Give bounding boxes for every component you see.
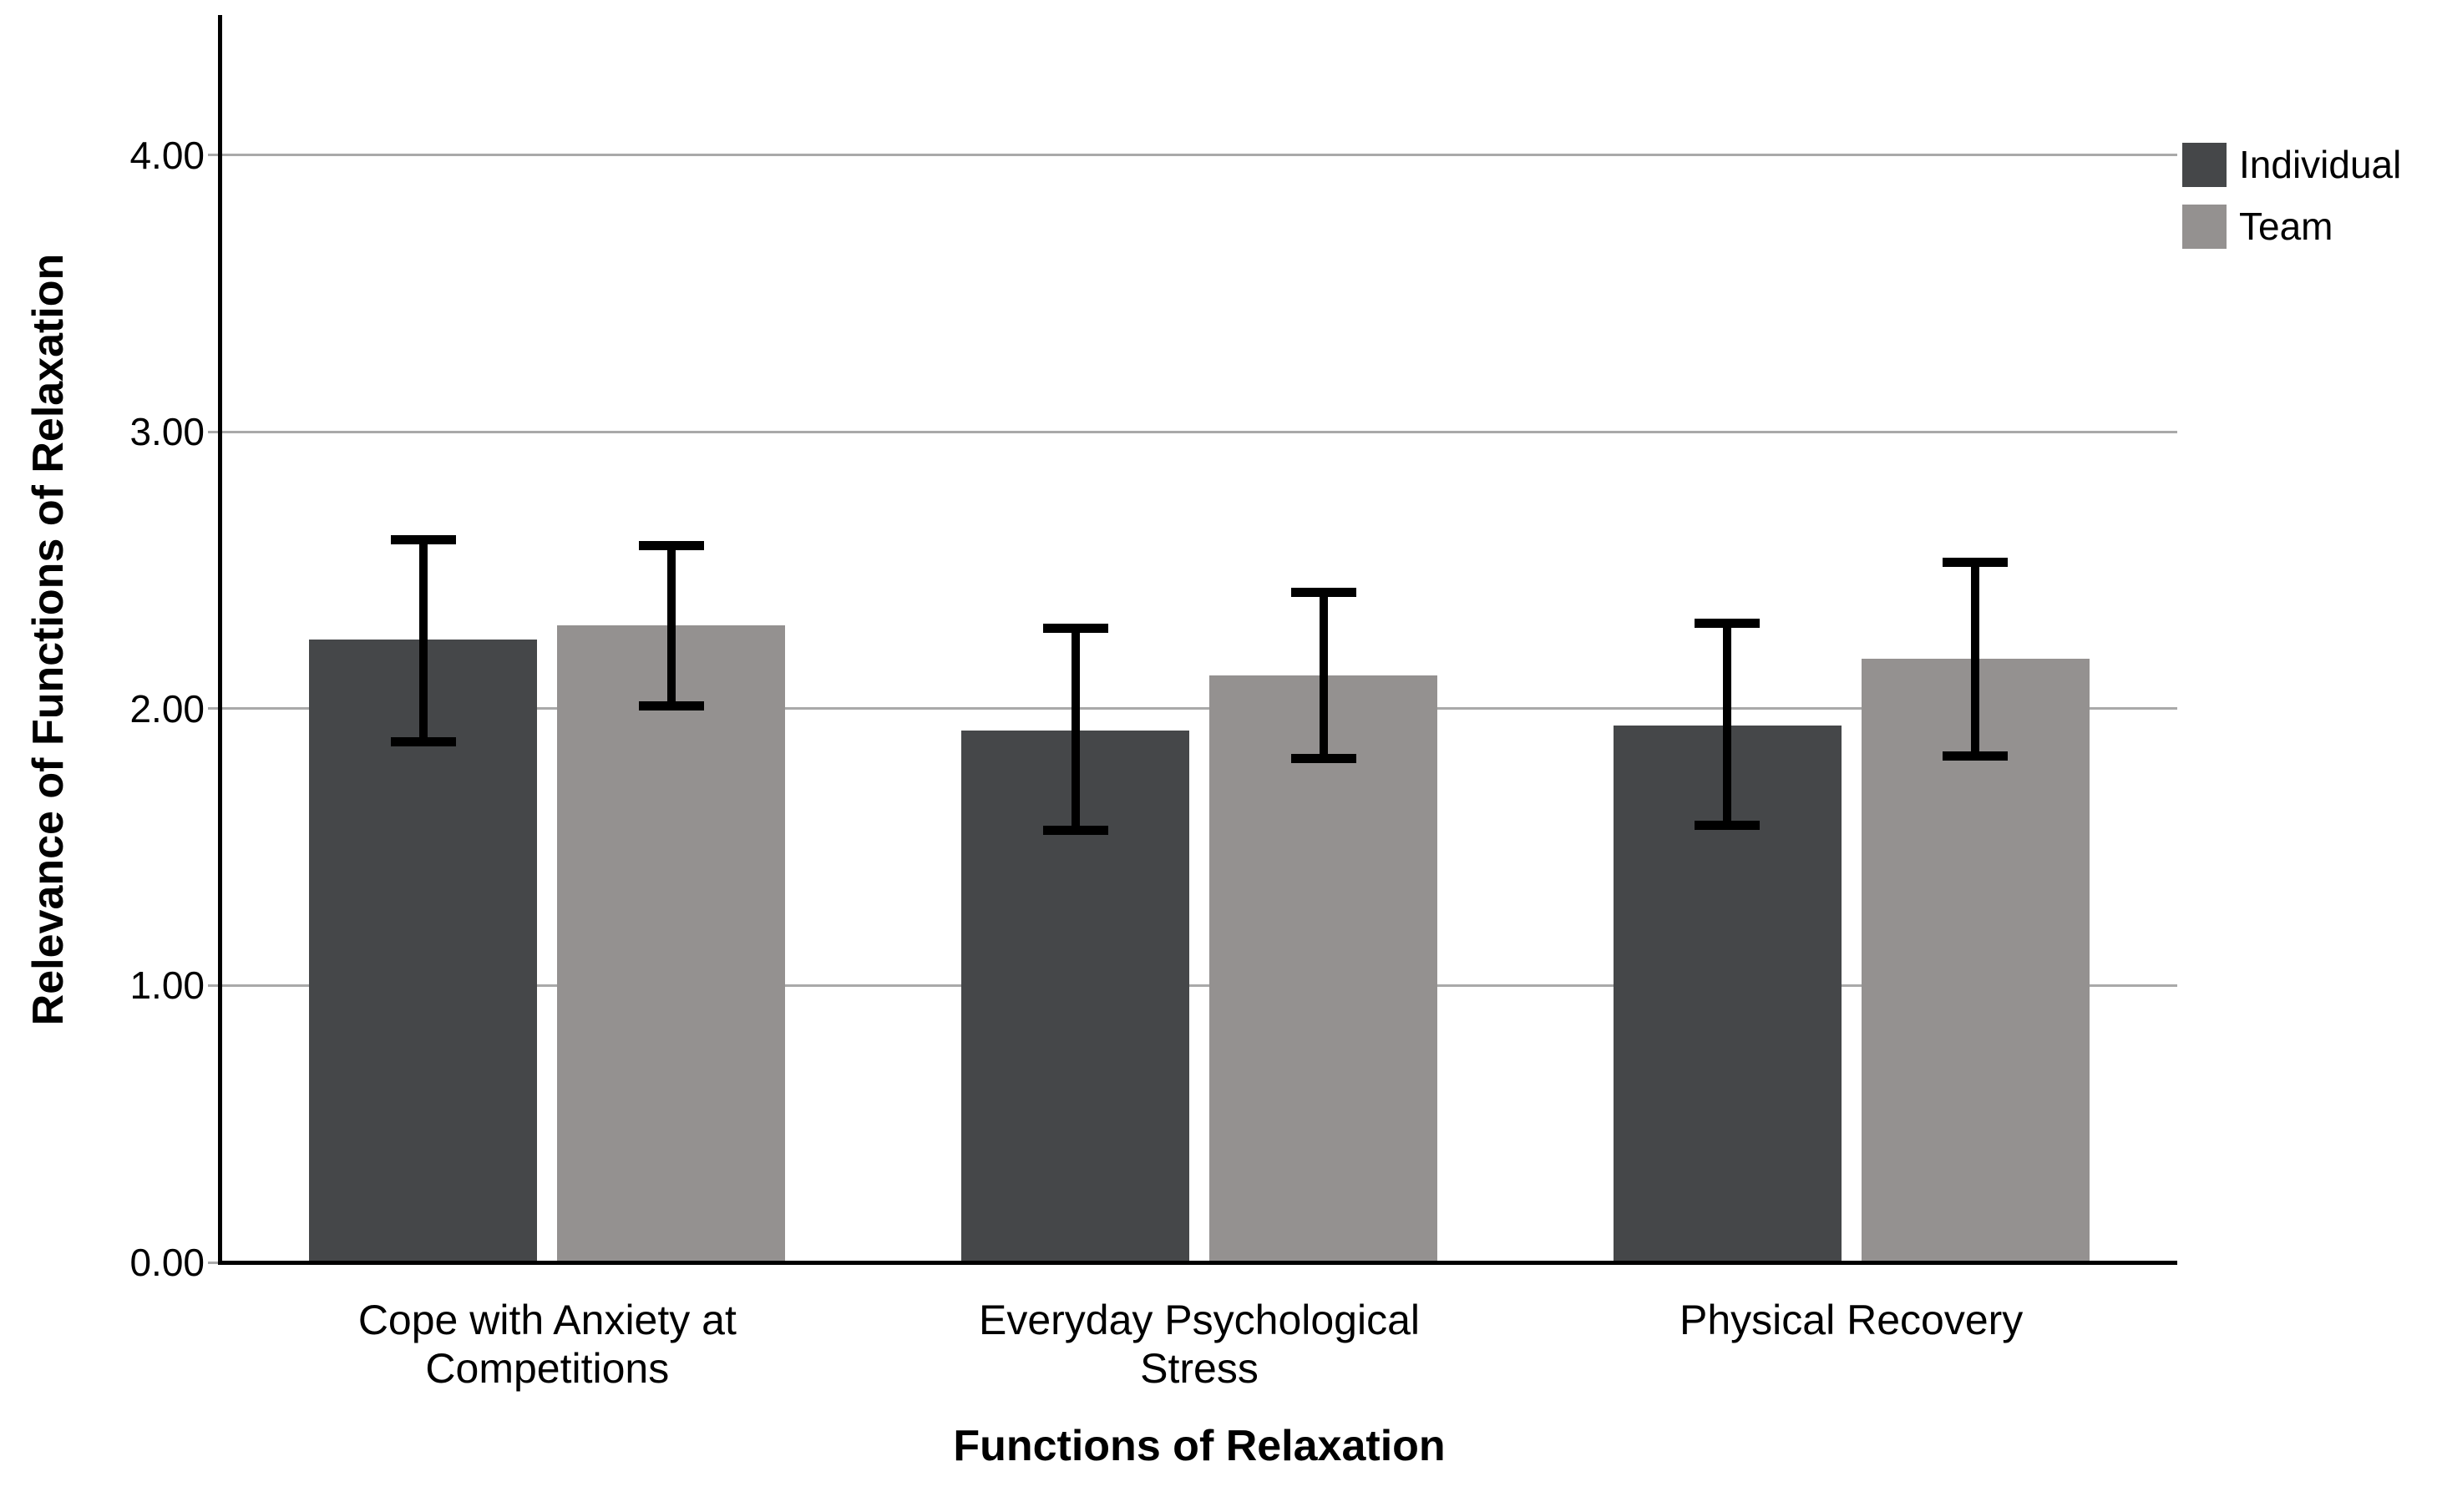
error-bar-cap xyxy=(638,701,704,711)
error-bar-cap xyxy=(638,540,704,550)
error-bar-cap xyxy=(390,737,456,747)
y-tick-label: 4.00 xyxy=(129,133,205,177)
error-bar-cap xyxy=(1290,754,1356,764)
y-tick xyxy=(208,154,220,157)
x-category-label: Physical Recovery xyxy=(1680,1297,2024,1343)
legend: Individual Team xyxy=(2182,142,2401,249)
bar-team-0 xyxy=(557,625,786,1261)
legend-swatch-individual xyxy=(2182,142,2227,187)
bar-team-1 xyxy=(1209,675,1437,1261)
gridline xyxy=(220,707,2177,710)
x-axis-line xyxy=(218,1261,2177,1265)
y-tick-label: 3.00 xyxy=(129,410,205,454)
y-tick-label: 0.00 xyxy=(129,1241,205,1284)
error-bar-stem xyxy=(418,539,428,742)
x-category-label: Cope with Anxiety at Competitions xyxy=(357,1297,737,1392)
error-bar-cap xyxy=(390,535,456,545)
x-category-label: Everyday Psychological Stress xyxy=(978,1297,1421,1392)
legend-item-individual: Individual xyxy=(2182,142,2401,187)
error-bar-cap xyxy=(1943,557,2009,567)
gridline xyxy=(220,154,2177,157)
y-tick-label: 2.00 xyxy=(129,686,205,731)
error-bar-stem xyxy=(1071,628,1080,831)
legend-swatch-team xyxy=(2182,204,2227,249)
error-bar-cap xyxy=(1943,751,2009,761)
legend-label-individual: Individual xyxy=(2239,143,2402,186)
y-tick xyxy=(208,430,220,433)
y-tick-label: 1.00 xyxy=(129,963,205,1008)
error-bar-cap xyxy=(1290,588,1356,598)
error-bar-cap xyxy=(1042,826,1108,836)
y-tick xyxy=(208,707,220,710)
gridline xyxy=(220,984,2177,987)
y-tick xyxy=(208,984,220,987)
error-bar-cap xyxy=(1695,820,1761,830)
error-bar-cap xyxy=(1695,618,1761,628)
error-bar-stem xyxy=(666,545,676,706)
x-axis-title: Functions of Relaxation xyxy=(953,1422,1446,1470)
error-bar-stem xyxy=(1971,562,1980,756)
gridline xyxy=(220,430,2177,433)
error-bar-stem xyxy=(1319,592,1328,759)
y-tick xyxy=(208,1261,220,1264)
y-axis-title: Relevance of Functions of Relaxation xyxy=(24,253,73,1026)
legend-item-team: Team xyxy=(2182,204,2401,249)
y-axis-line xyxy=(218,15,222,1265)
error-bar-stem xyxy=(1723,623,1732,826)
error-bar-cap xyxy=(1042,624,1108,634)
legend-label-team: Team xyxy=(2239,205,2333,248)
